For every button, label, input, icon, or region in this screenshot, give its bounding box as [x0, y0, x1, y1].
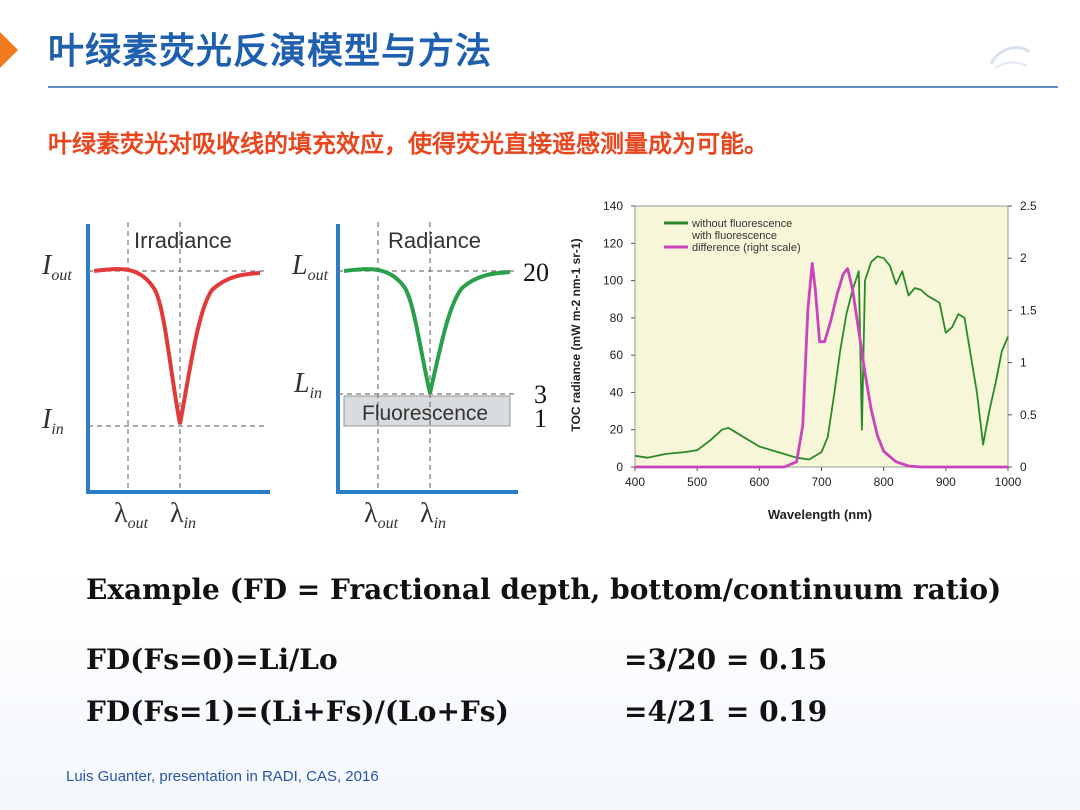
footer-credit: Luis Guanter, presentation in RADI, CAS,… — [66, 768, 379, 785]
chart-y-axis-label: TOC radiance (mW m-2 nm-1 sr-1) — [569, 238, 583, 431]
radiance-diagram: Radiance Fluorescence Lout Lin λout λin … — [291, 222, 549, 532]
y-tick-label: 80 — [610, 311, 624, 325]
page-title: 叶绿素荧光反演模型与方法 — [48, 31, 493, 72]
value-1: 1 — [534, 404, 547, 433]
irradiance-diagram: Irradiance Iout Iin λout λin — [41, 222, 270, 532]
lambda-in-label: λin — [170, 498, 196, 532]
y-tick-label: 60 — [610, 348, 624, 362]
iin-label: Iin — [41, 404, 64, 438]
y-tick-label: 100 — [603, 274, 623, 288]
equation-1-right: =3/20 = 0.15 — [624, 643, 828, 676]
radiance-lambda-out-label: λout — [364, 498, 399, 532]
radiance-label: Radiance — [388, 228, 481, 253]
chart-plot-area — [634, 205, 1009, 468]
irradiance-label: Irradiance — [134, 228, 232, 253]
y-tick-label: 120 — [603, 236, 623, 250]
value-3: 3 — [534, 380, 547, 409]
y2-tick-label: 2.5 — [1020, 199, 1037, 213]
y-tick-label: 0 — [616, 460, 623, 474]
equation-2-right: =4/21 = 0.19 — [624, 695, 828, 728]
y2-tick-label: 0 — [1020, 460, 1027, 474]
fluorescence-box — [343, 395, 511, 427]
iout-label: Iout — [41, 250, 72, 284]
x-tick-label: 500 — [687, 475, 707, 489]
lout-label: Lout — [291, 250, 329, 284]
x-tick-label: 700 — [811, 475, 831, 489]
x-tick-label: 900 — [936, 475, 956, 489]
y2-tick-label: 1.5 — [1020, 303, 1037, 317]
legend-with: with fluorescence — [691, 230, 777, 242]
y-tick-label: 140 — [603, 199, 623, 213]
series-line-0 — [634, 255, 1009, 461]
y2-tick-label: 2 — [1020, 251, 1027, 265]
equation-2-left: FD(Fs=1)=(Li+Fs)/(Lo+Fs) — [86, 695, 509, 728]
legend-without: without fluorescence — [691, 218, 792, 230]
x-tick-label: 400 — [625, 475, 645, 489]
fluorescence-label: Fluorescence — [362, 402, 488, 425]
irradiance-curve — [93, 267, 261, 425]
lambda-out-label: λout — [114, 498, 149, 532]
y-tick-label: 20 — [610, 423, 624, 437]
radiance-lambda-in-label: λin — [420, 498, 446, 532]
series-line-2 — [635, 262, 1008, 469]
legend-difference: difference (right scale) — [692, 242, 801, 254]
title-marker-icon — [0, 32, 18, 68]
subtitle: 叶绿素荧光对吸收线的填充效应，使得荧光直接遥感测量成为可能。 — [48, 130, 768, 158]
y2-tick-label: 0.5 — [1020, 408, 1037, 422]
radiance-curve — [343, 267, 511, 394]
title-divider — [48, 86, 1058, 88]
y-tick-label: 40 — [610, 385, 624, 399]
equation-1-left: FD(Fs=0)=Li/Lo — [86, 643, 338, 676]
x-tick-label: 800 — [874, 475, 894, 489]
logo-icon — [989, 46, 1031, 69]
example-heading: Example (FD = Fractional depth, bottom/c… — [86, 573, 1002, 606]
x-tick-label: 1000 — [995, 475, 1022, 489]
lin-label: Lin — [293, 368, 322, 402]
chart-x-axis-label: Wavelength (nm) — [768, 507, 872, 522]
y2-tick-label: 1 — [1020, 356, 1027, 370]
value-20: 20 — [523, 258, 549, 287]
x-tick-label: 600 — [749, 475, 769, 489]
radiance-spectrum-chart: 400 500 600 700 800 900 1000020406080100120140… — [569, 199, 1037, 522]
